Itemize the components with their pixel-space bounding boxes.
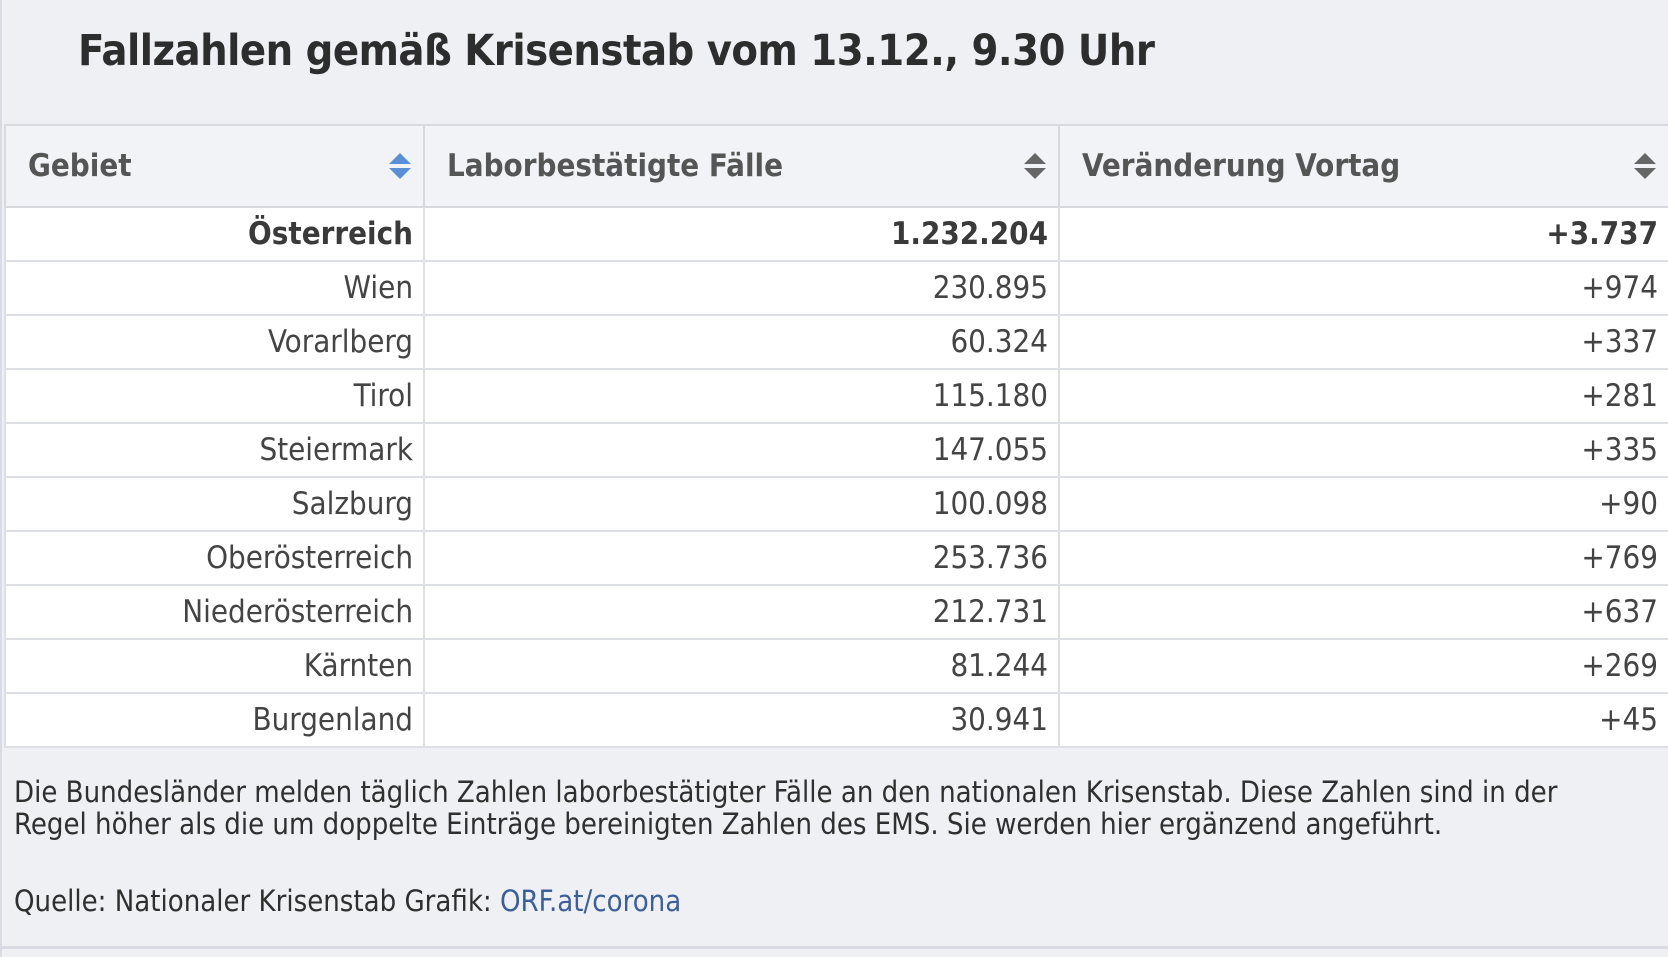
- table-row: Niederösterreich 212.731 +637: [4, 584, 1668, 640]
- table-header-row: Gebiet Laborbestätigte Fälle Veränderung…: [4, 124, 1668, 208]
- table-row: Vorarlberg 60.324 +337: [4, 314, 1668, 370]
- cell-veraenderung: +769: [1058, 530, 1668, 586]
- cell-veraenderung: +335: [1058, 422, 1668, 478]
- footnote-text: Die Bundesländer melden täglich Zahlen l…: [14, 775, 1558, 841]
- source-prefix: Quelle: Nationaler Krisenstab Grafik:: [14, 884, 501, 918]
- cell-faelle: 1.232.204: [423, 206, 1060, 262]
- cell-faelle: 115.180: [423, 368, 1060, 424]
- sort-icon[interactable]: [1634, 153, 1656, 179]
- cell-veraenderung: +90: [1058, 476, 1668, 532]
- cell-gebiet: Tirol: [4, 368, 425, 424]
- cell-veraenderung: +45: [1058, 692, 1668, 748]
- cell-gebiet: Niederösterreich: [4, 584, 425, 640]
- source-link[interactable]: ORF.at/corona: [500, 884, 682, 918]
- table-row: Wien 230.895 +974: [4, 260, 1668, 316]
- case-table: Gebiet Laborbestätigte Fälle Veränderung…: [4, 124, 1668, 748]
- cell-faelle: 81.244: [423, 638, 1060, 694]
- sort-icon[interactable]: [389, 153, 411, 179]
- cell-gebiet: Kärnten: [4, 638, 425, 694]
- table-row: Oberösterreich 253.736 +769: [4, 530, 1668, 586]
- cell-faelle: 60.324: [423, 314, 1060, 370]
- cell-faelle: 212.731: [423, 584, 1060, 640]
- column-header-faelle[interactable]: Laborbestätigte Fälle: [423, 124, 1060, 208]
- table-row-total: Österreich 1.232.204 +3.737: [4, 206, 1668, 262]
- table-row: Salzburg 100.098 +90: [4, 476, 1668, 532]
- source-line: Quelle: Nationaler Krisenstab Grafik: OR…: [14, 884, 681, 918]
- cell-gebiet: Burgenland: [4, 692, 425, 748]
- column-header-label: Laborbestätigte Fälle: [447, 148, 784, 184]
- cell-veraenderung: +637: [1058, 584, 1668, 640]
- column-header-gebiet[interactable]: Gebiet: [4, 124, 425, 208]
- cell-faelle: 100.098: [423, 476, 1060, 532]
- table-row: Steiermark 147.055 +335: [4, 422, 1668, 478]
- cell-veraenderung: +3.737: [1058, 206, 1668, 262]
- cell-gebiet: Österreich: [4, 206, 425, 262]
- table-row: Kärnten 81.244 +269: [4, 638, 1668, 694]
- cell-veraenderung: +974: [1058, 260, 1668, 316]
- column-header-label: Veränderung Vortag: [1082, 148, 1401, 184]
- sort-icon[interactable]: [1024, 153, 1046, 179]
- table-row: Tirol 115.180 +281: [4, 368, 1668, 424]
- cell-gebiet: Vorarlberg: [4, 314, 425, 370]
- column-header-label: Gebiet: [28, 148, 132, 184]
- column-header-veraenderung[interactable]: Veränderung Vortag: [1058, 124, 1668, 208]
- cell-veraenderung: +281: [1058, 368, 1668, 424]
- bottom-divider: [2, 946, 1668, 949]
- page-title: Fallzahlen gemäß Krisenstab vom 13.12., …: [78, 26, 1155, 76]
- cell-faelle: 147.055: [423, 422, 1060, 478]
- cell-faelle: 253.736: [423, 530, 1060, 586]
- cell-gebiet: Steiermark: [4, 422, 425, 478]
- cell-gebiet: Wien: [4, 260, 425, 316]
- table-container: Gebiet Laborbestätigte Fälle Veränderung…: [4, 124, 1668, 748]
- cell-gebiet: Salzburg: [4, 476, 425, 532]
- cell-faelle: 30.941: [423, 692, 1060, 748]
- cell-faelle: 230.895: [423, 260, 1060, 316]
- cell-veraenderung: +269: [1058, 638, 1668, 694]
- cell-gebiet: Oberösterreich: [4, 530, 425, 586]
- cell-veraenderung: +337: [1058, 314, 1668, 370]
- table-row: Burgenland 30.941 +45: [4, 692, 1668, 748]
